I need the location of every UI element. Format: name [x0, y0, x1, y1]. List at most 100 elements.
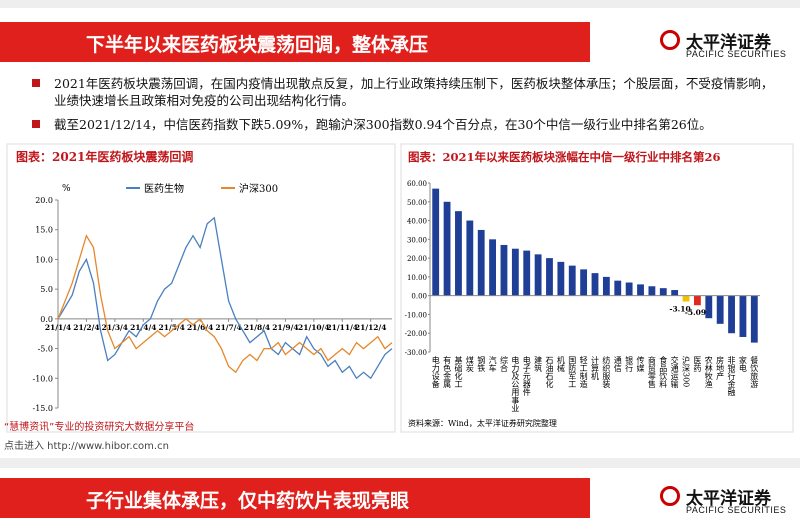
x-tick-label: 房地产 — [716, 355, 725, 381]
bar — [602, 276, 610, 296]
bar — [682, 295, 690, 302]
x-tick-label: 传媒 — [636, 355, 645, 373]
x-tick-label: 国防军工 — [568, 356, 577, 388]
bar — [614, 280, 622, 296]
bar — [591, 273, 599, 296]
y-tick-label: 30.00 — [407, 236, 427, 244]
bar — [546, 258, 553, 296]
bar — [739, 295, 747, 337]
bar — [477, 229, 485, 296]
top-strip — [0, 0, 800, 8]
x-tick-label: 通信 — [613, 355, 622, 373]
x-tick-label: 21/12/4 — [355, 323, 387, 332]
title-bar: 子行业集体承压，仅中药饮片表现亮眼 — [0, 478, 590, 518]
bullet: 2021年医药板块震荡回调，在国内疫情出现散点反复，加上行业政策持续压制下，医药… — [32, 75, 784, 109]
x-tick-label: 电力设备 — [431, 355, 440, 389]
y-tick-label: 0.0 — [40, 315, 53, 324]
x-tick-label: 21/6/4 — [187, 323, 213, 332]
y-tick-label: 15.0 — [35, 226, 53, 235]
source: 资料来源：Wind，太平洋证券研究院整理 — [408, 418, 557, 428]
legend-label: 医药生物 — [144, 182, 184, 195]
series-line — [57, 216, 393, 380]
x-tick-label: 餐饮旅游 — [750, 356, 759, 389]
x-tick-label: 家电 — [738, 355, 747, 372]
y-tick-label: 10.00 — [407, 274, 427, 282]
x-tick-label: 医药 — [693, 356, 702, 373]
logo-mark — [660, 30, 680, 50]
x-tick-label: 基础化工 — [454, 355, 463, 388]
bar-chart: 图表：2021年以来医药板块涨幅在中信一级行业中排名第26 -30.00 -20.0… — [400, 143, 794, 433]
watermark: 点击进入 http://www.hibor.com.cn — [4, 441, 169, 452]
x-tick-label: 农林牧渔 — [704, 355, 713, 388]
x-tick-label: 21/9/4 — [272, 323, 298, 332]
y-tick-label: -30.00 — [405, 349, 427, 357]
y-tick-label: 40.00 — [407, 218, 427, 226]
y-tick-label: 50.00 — [407, 199, 427, 207]
y-tick-label: 5.0 — [40, 285, 53, 294]
logo-english: PACIFIC SECURITIES — [686, 49, 787, 59]
x-tick-label: 有色金属 — [443, 355, 452, 389]
x-tick-label: 机械 — [556, 355, 565, 373]
chart-title: 图表：2021年以来医药板块涨幅在中信一级行业中排名第26 — [408, 150, 721, 164]
y-tick-label: 20.0 — [35, 196, 53, 205]
y-tick-label: -10.00 — [405, 311, 427, 319]
x-tick-label: 石油石化 — [545, 356, 554, 389]
bar — [455, 211, 462, 296]
x-tick-label: 电子元器件 — [522, 355, 531, 397]
bar — [432, 188, 440, 296]
x-tick-label: 煤炭 — [465, 355, 474, 373]
x-tick-label: 21/2/4 — [73, 323, 99, 332]
x-tick-label: 食品饮料 — [659, 355, 668, 389]
value-label: -5.09 — [685, 308, 706, 317]
x-tick-label: 电力及公用事业 — [511, 355, 520, 412]
x-tick-label: 非银行金融 — [727, 355, 736, 397]
x-tick-label: 21/5/4 — [159, 323, 185, 332]
x-tick-label: 交通运输 — [670, 355, 679, 389]
bar — [694, 295, 701, 306]
title-bar: 下半年以来医药板块震荡回调，整体承压 — [0, 22, 590, 62]
x-tick-label: 沪深300 — [682, 355, 691, 387]
x-tick-label: 21/1/4 — [45, 323, 71, 332]
slide-title: 子行业集体承压，仅中药饮片表现亮眼 — [86, 490, 410, 512]
y-tick-label: 20.00 — [407, 255, 427, 263]
x-tick-label: 综合 — [499, 355, 508, 373]
x-tick-label: 银行 — [625, 355, 634, 373]
x-tick-label: 商贸零售 — [647, 355, 656, 389]
x-tick-label: 21/8/4 — [244, 323, 270, 332]
y-tick-label: -10.0 — [32, 374, 53, 383]
y-tick-label: 0.00 — [411, 293, 427, 301]
logo-name: 太平洋证券 — [686, 33, 771, 53]
bar — [580, 269, 588, 296]
bar — [500, 244, 508, 296]
y-tick-label: -5.0 — [38, 345, 53, 354]
bar — [716, 295, 724, 324]
chart-title: 图表：2021年医药板块震荡回调 — [16, 149, 193, 164]
bar — [648, 286, 656, 296]
y-tick-label: -15.0 — [32, 404, 53, 413]
bar — [523, 250, 531, 296]
y-tick-label: 60.00 — [407, 180, 427, 188]
x-tick-label: 21/7/4 — [215, 323, 241, 332]
x-tick-label: 21/4/4 — [130, 323, 156, 332]
y-tick-label: 10.0 — [35, 255, 53, 264]
x-tick-label: 计算机 — [591, 355, 600, 381]
divider — [0, 458, 800, 468]
bar — [466, 220, 474, 296]
value-label: -3.10 — [669, 304, 690, 313]
x-tick-label: 纺织服装 — [602, 355, 611, 389]
y-tick-label: -20.00 — [405, 330, 427, 338]
series-line — [57, 234, 393, 374]
chart-frame — [400, 143, 794, 433]
bar — [443, 201, 451, 296]
logo-mark — [660, 486, 680, 506]
bar — [489, 239, 496, 296]
legend-label: 沪深300 — [239, 182, 278, 195]
logo-name: 太平洋证券 — [686, 489, 771, 509]
x-tick-label: 21/11/4 — [326, 323, 358, 332]
bar — [568, 265, 576, 296]
unit-label: % — [62, 184, 71, 194]
line-chart: 图表：2021年医药板块震荡回调% -15.0 -10.0 -5.0 0.0 5.0 10.… — [6, 143, 396, 433]
bar — [625, 282, 633, 296]
bar — [659, 288, 667, 296]
